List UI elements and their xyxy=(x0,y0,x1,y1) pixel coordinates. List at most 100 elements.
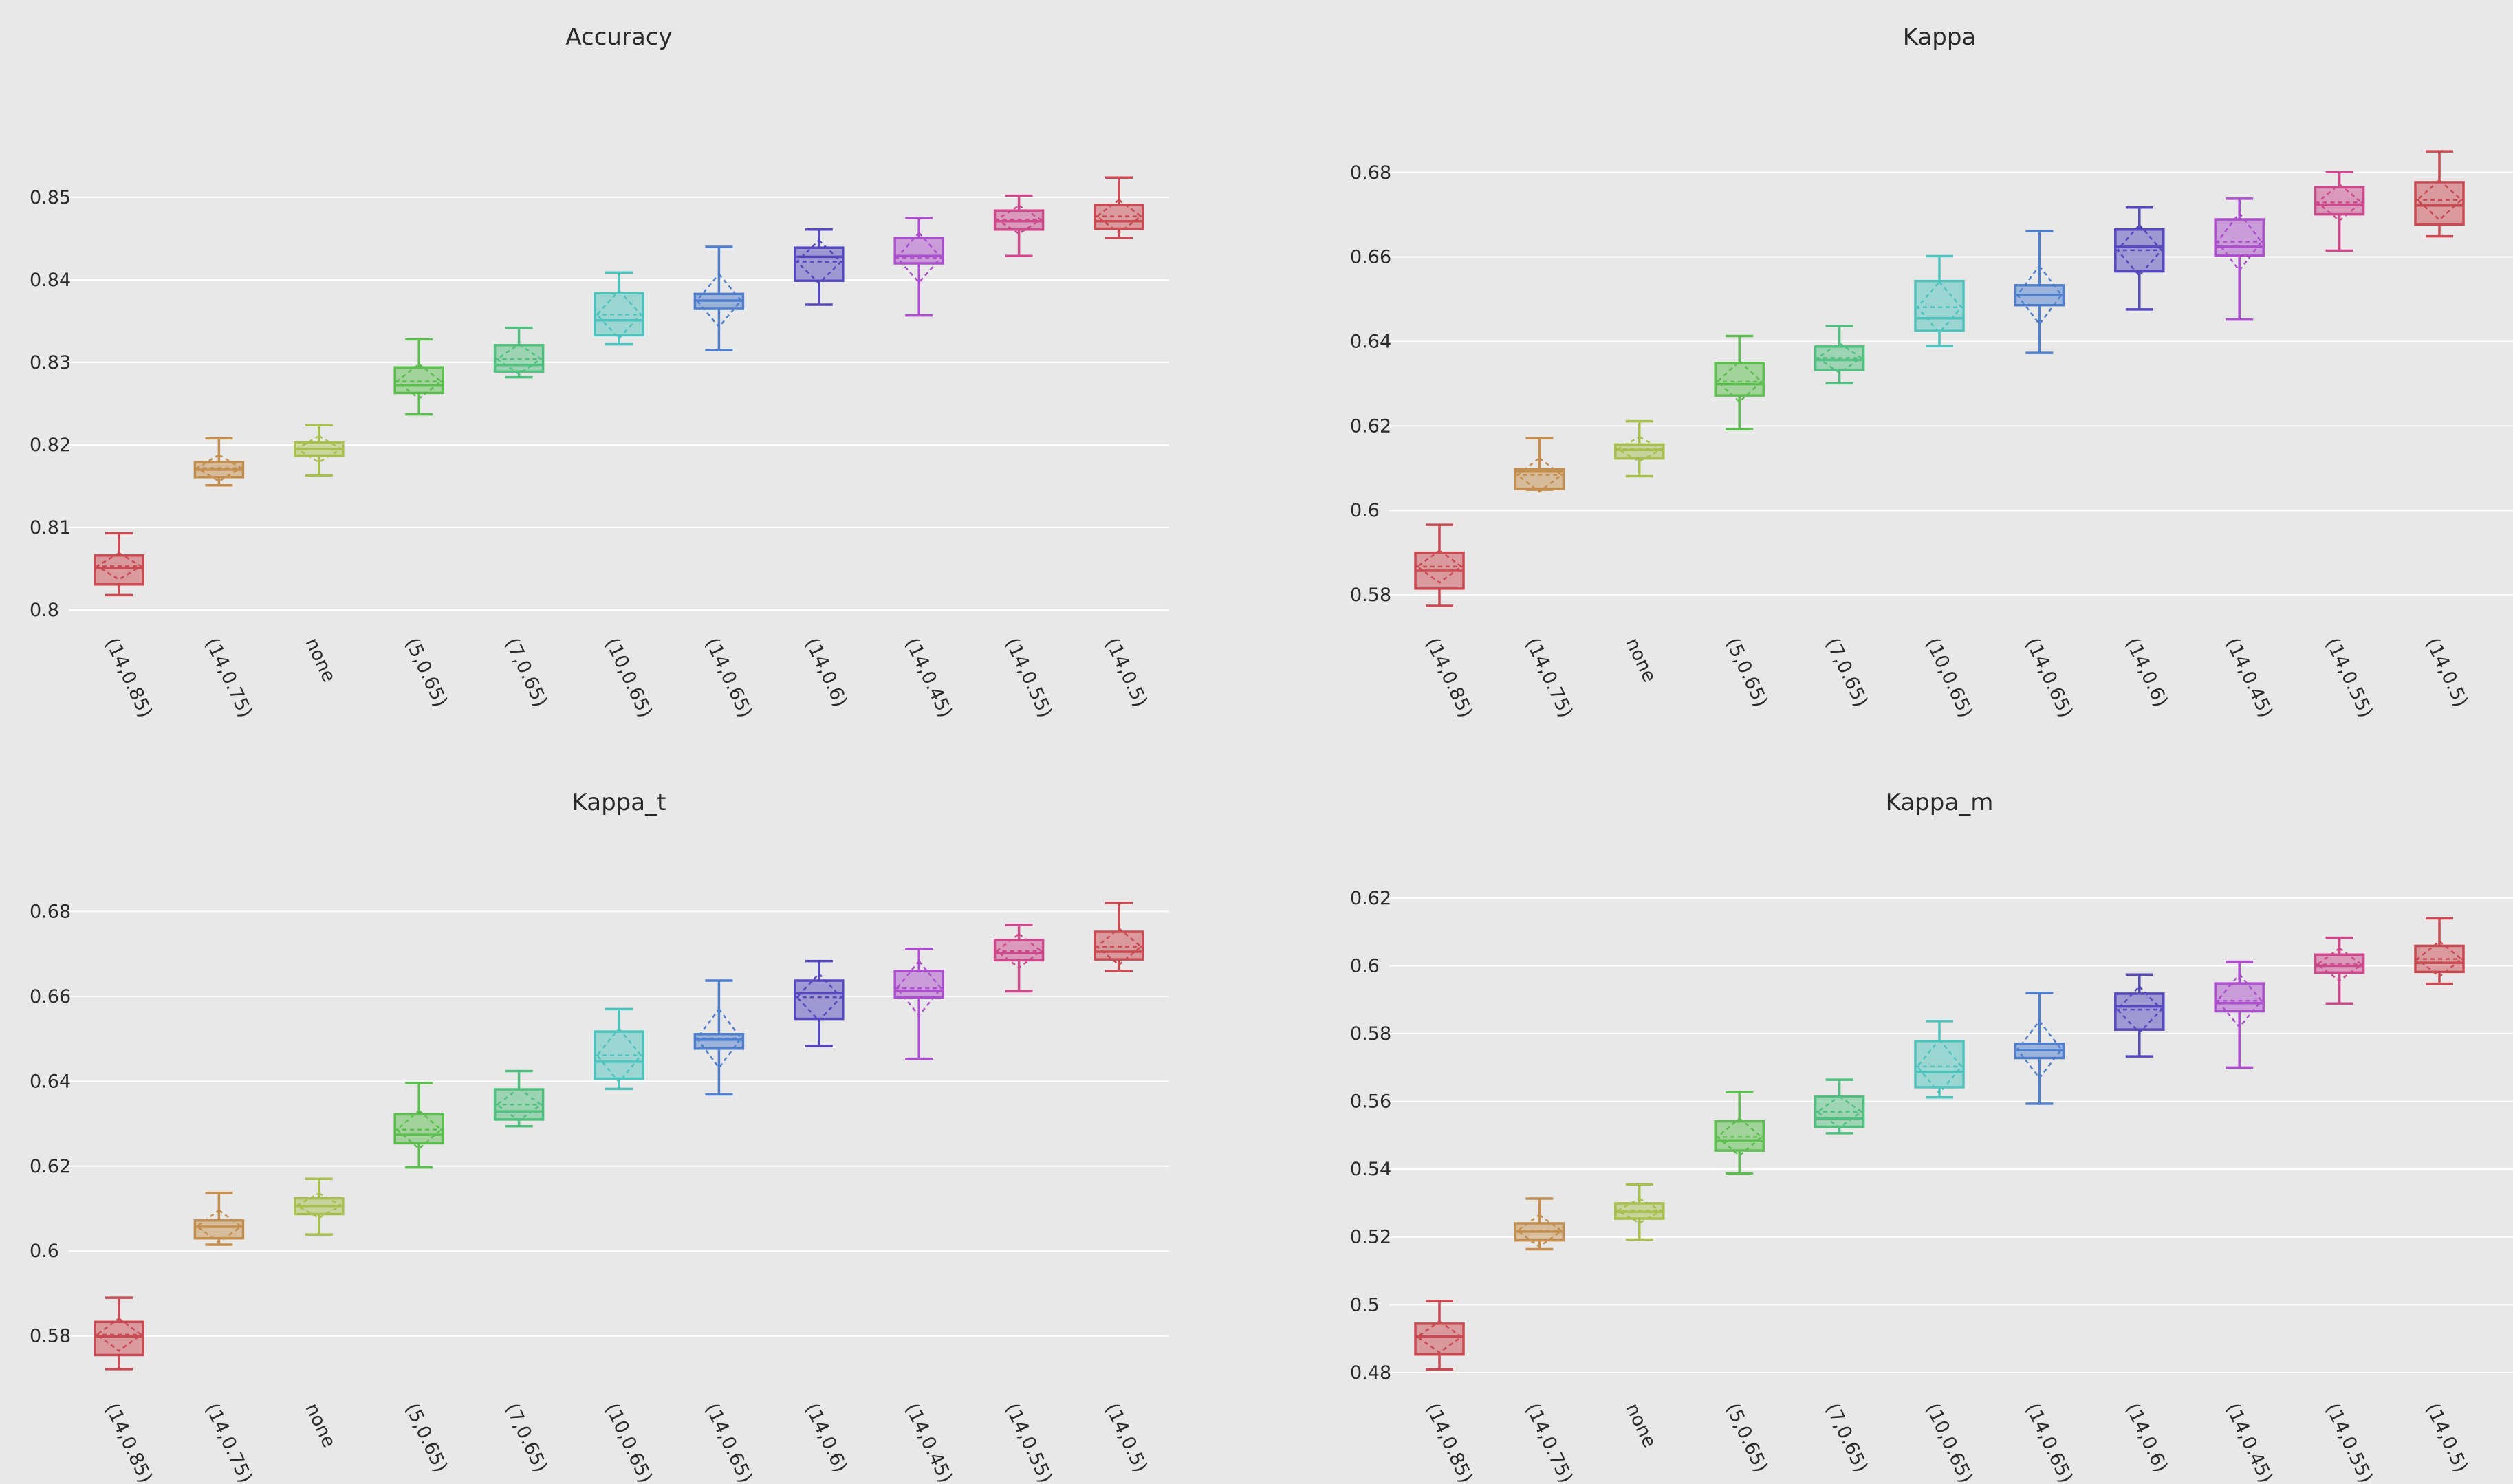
sd-diamond xyxy=(596,289,642,340)
accuracy-box-14-0-45 xyxy=(893,217,944,317)
sd-diamond xyxy=(2316,183,2363,222)
sd-diamond xyxy=(1816,1095,1863,1129)
sd-diamond xyxy=(1616,435,1664,463)
iqr-box xyxy=(2214,982,2265,1013)
kappa-t-box-10-0-65 xyxy=(594,1007,644,1091)
accuracy-box-14-0-75 xyxy=(193,437,245,487)
accuracy-title: Accuracy xyxy=(565,23,672,51)
sd-diamond xyxy=(95,552,143,581)
kappa-m-y-tick-label: 0.62 xyxy=(1350,888,1391,909)
accuracy-y-axis: 0.8 0.81 0.82 0.83 0.84 0.85 xyxy=(30,187,71,621)
iqr-box xyxy=(893,970,944,999)
kappa-t-box-14-0-55 xyxy=(993,924,1045,993)
sd-diamond xyxy=(1816,342,1863,374)
sd-diamond xyxy=(95,1317,143,1352)
kappa-t-title: Kappa_t xyxy=(572,789,666,816)
kappa-box-14-0-55 xyxy=(2314,171,2365,252)
iqr-box xyxy=(2414,181,2465,226)
accuracy-y-tick-label: 0.85 xyxy=(30,187,71,208)
kappa-box-none xyxy=(1614,419,1665,478)
kappa-m-boxes xyxy=(1414,917,2465,1371)
iqr-box xyxy=(794,246,845,282)
kappa-m-box-5-0-65 xyxy=(1714,1091,1765,1175)
kappa-m-box-14-0-6 xyxy=(2114,973,2165,1058)
kappa-y-tick-label: 0.6 xyxy=(1350,500,1380,521)
kappa-m-y-tick-label: 0.58 xyxy=(1350,1023,1391,1045)
kappa-m-y-tick-label: 0.5 xyxy=(1350,1294,1380,1316)
accuracy-y-tick-label: 0.82 xyxy=(30,435,71,456)
kappa-t-y-tick-label: 0.68 xyxy=(30,901,71,922)
sd-diamond xyxy=(1516,1214,1563,1248)
sd-diamond xyxy=(2316,947,2363,982)
iqr-box xyxy=(393,366,444,395)
iqr-box xyxy=(193,1219,245,1240)
sd-diamond xyxy=(1716,360,1763,404)
kappa-title: Kappa xyxy=(1903,23,1977,51)
kappa-t-box-14-0-65 xyxy=(693,979,745,1096)
sd-diamond xyxy=(2216,211,2263,272)
sd-diamond xyxy=(695,272,743,329)
iqr-box xyxy=(794,979,845,1021)
sd-diamond xyxy=(1415,1320,1464,1354)
accuracy-boxes xyxy=(94,176,1144,597)
kappa-t-y-tick-label: 0.6 xyxy=(30,1241,59,1262)
kappa-t-y-tick-label: 0.66 xyxy=(30,986,71,1007)
sd-diamond xyxy=(995,932,1043,970)
kappa-y-axis: 0.58 0.6 0.62 0.64 0.66 0.68 xyxy=(1350,162,1391,606)
kappa-m-box-14-0-45 xyxy=(2214,960,2265,1069)
kappa-t-y-tick-label: 0.64 xyxy=(30,1071,71,1092)
accuracy-box-14-0-5 xyxy=(1094,176,1144,239)
sd-diamond xyxy=(895,959,942,1017)
kappa-m-box-14-0-55 xyxy=(2314,936,2365,1005)
kappa-box-14-0-85 xyxy=(1414,523,1465,607)
sd-diamond xyxy=(195,453,243,483)
kappa-box-14-0-65 xyxy=(2014,230,2065,354)
accuracy-box-none xyxy=(294,424,345,477)
kappa-t-y-tick-label: 0.62 xyxy=(30,1156,71,1177)
kappa-box-14-0-6 xyxy=(2114,206,2165,311)
kappa-m-y-tick-label: 0.54 xyxy=(1350,1159,1391,1180)
kappa-m-y-tick-label: 0.48 xyxy=(1350,1362,1391,1384)
kappa-y-tick-label: 0.68 xyxy=(1350,162,1391,184)
kappa-m-y-tick-label: 0.52 xyxy=(1350,1227,1391,1248)
kappa-m-box-10-0-65 xyxy=(1914,1020,1965,1099)
accuracy-box-7-0-65 xyxy=(493,326,545,379)
accuracy-box-14-0-85 xyxy=(94,532,144,597)
accuracy-box-14-0-65 xyxy=(693,245,745,351)
iqr-box xyxy=(1914,1040,1965,1089)
sd-diamond xyxy=(2416,940,2463,978)
kappa-m-y-tick-label: 0.6 xyxy=(1350,955,1380,976)
accuracy-box-14-0-55 xyxy=(993,194,1045,257)
sd-diamond xyxy=(1096,927,1142,966)
iqr-box xyxy=(1414,1322,1465,1356)
kappa-m-title: Kappa_m xyxy=(1886,789,1994,816)
accuracy-y-tick-label: 0.81 xyxy=(30,517,71,538)
sd-diamond xyxy=(295,435,343,463)
sd-diamond xyxy=(796,239,842,285)
sd-diamond xyxy=(1616,1197,1664,1224)
kappa-m-box-14-0-75 xyxy=(1514,1197,1565,1251)
kappa-t-y-tick-label: 0.58 xyxy=(30,1326,71,1347)
kappa-box-14-0-5 xyxy=(2414,150,2465,238)
sd-diamond xyxy=(796,972,842,1022)
iqr-box xyxy=(1714,362,1765,397)
kappa-box-14-0-75 xyxy=(1514,437,1565,493)
kappa-t-boxes xyxy=(94,902,1144,1371)
sd-diamond xyxy=(2216,972,2263,1029)
kappa-boxes xyxy=(1414,150,2465,607)
iqr-box xyxy=(2214,218,2265,257)
kappa-t-box-5-0-65 xyxy=(393,1082,444,1169)
sd-diamond xyxy=(596,1027,642,1084)
kappa-t-box-14-0-45 xyxy=(893,947,944,1060)
kappa-t-box-14-0-75 xyxy=(193,1191,245,1246)
kappa-box-14-0-45 xyxy=(2214,197,2265,321)
kappa-m-box-14-0-5 xyxy=(2414,917,2465,985)
sd-diamond xyxy=(295,1192,343,1219)
iqr-box xyxy=(1914,279,1965,332)
sd-diamond xyxy=(395,362,443,400)
kappa-m-box-7-0-65 xyxy=(1814,1078,1865,1135)
kappa-t-box-14-0-85 xyxy=(94,1296,144,1371)
kappa-m-box-14-0-85 xyxy=(1414,1300,1465,1371)
accuracy-box-10-0-65 xyxy=(594,271,644,346)
